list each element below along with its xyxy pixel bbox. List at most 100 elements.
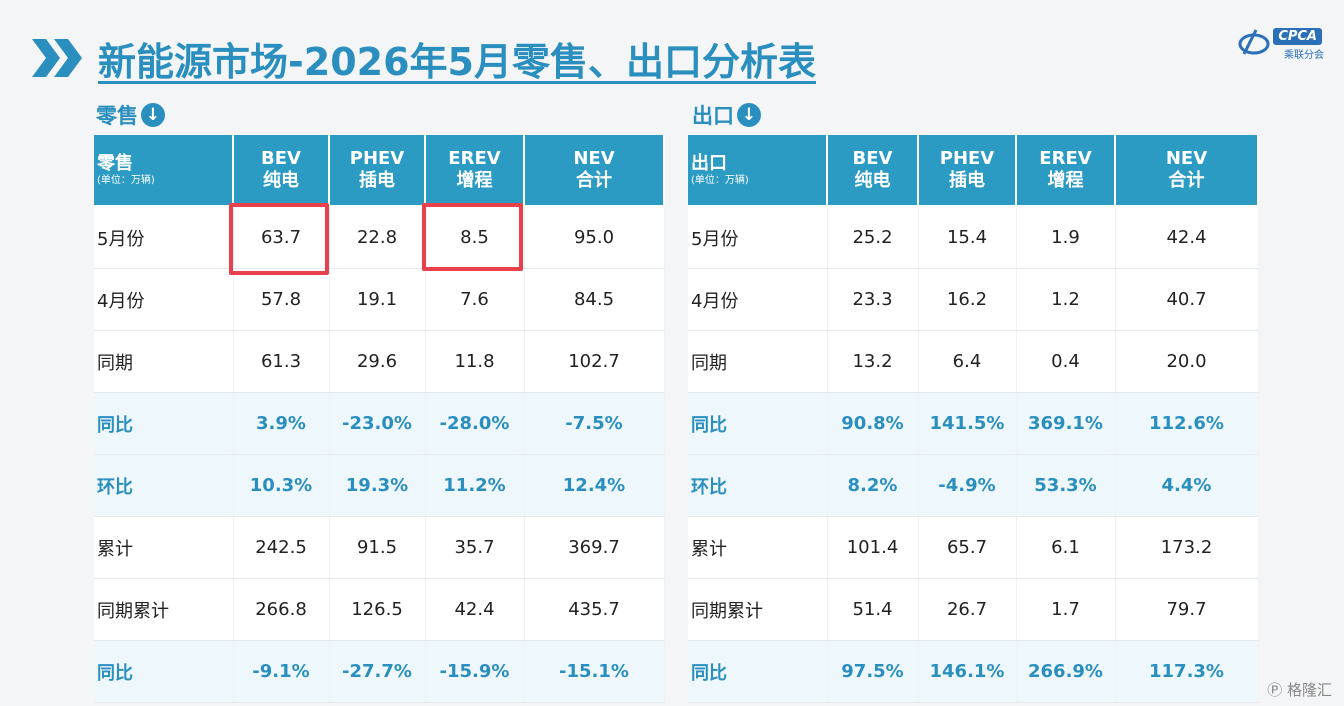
header-cell: EREV 增程: [425, 135, 525, 207]
row-label: 同比: [94, 640, 234, 703]
table-cell: 1.7: [1016, 578, 1116, 641]
row-label: 同期累计: [688, 578, 828, 641]
table-row: 5月份 25.2 15.4 1.9 42.4: [688, 206, 1259, 269]
row-label: 同比: [688, 640, 828, 703]
table-cell: -7.5%: [524, 392, 665, 455]
table-header-row: 出口 (单位：万辆) BEV 纯电 PHEV 插电 EREV 增程 NEV 合计: [688, 135, 1259, 207]
table-cell: 63.7: [233, 206, 330, 269]
table-cell: 22.8: [329, 206, 426, 269]
table-cell: 95.0: [524, 206, 665, 269]
down-arrow-circle-icon: ↓: [737, 103, 761, 127]
table-cell: -23.0%: [329, 392, 426, 455]
row-label: 累计: [688, 516, 828, 579]
header-cell: EREV 增程: [1016, 135, 1116, 207]
header-cell: NEV 合计: [524, 135, 665, 207]
table-cell: 369.1%: [1016, 392, 1116, 455]
header-cell: NEV 合计: [1115, 135, 1259, 207]
row-label: 4月份: [688, 268, 828, 331]
table-cell: 61.3: [233, 330, 330, 393]
title-bar: 新能源市场-2026年5月零售、出口分析表: [32, 30, 816, 86]
table-cell: -15.1%: [524, 640, 665, 703]
table-cell: 101.4: [827, 516, 919, 579]
export-table: 出口 (单位：万辆) BEV 纯电 PHEV 插电 EREV 增程 NEV 合计 5月份…: [688, 135, 1259, 703]
page-title: 新能源市场-2026年5月零售、出口分析表: [98, 39, 816, 84]
export-section-label: 出口 ↓: [692, 100, 761, 130]
table-cell: 10.3%: [233, 454, 330, 517]
header-cell: 零售 (单位：万辆): [94, 135, 234, 207]
table-cell: 146.1%: [918, 640, 1017, 703]
row-label: 环比: [94, 454, 234, 517]
table-cell: 1.2: [1016, 268, 1116, 331]
retail-table: 零售 (单位：万辆) BEV 纯电 PHEV 插电 EREV 增程 NEV 合计 5月份…: [94, 135, 665, 703]
table-row: 同期 13.2 6.4 0.4 20.0: [688, 330, 1259, 393]
row-label: 5月份: [94, 206, 234, 269]
table-cell: 112.6%: [1115, 392, 1259, 455]
table-cell: 97.5%: [827, 640, 919, 703]
table-cell: 42.4: [425, 578, 525, 641]
table-cell: 6.4: [918, 330, 1017, 393]
row-label: 同期: [688, 330, 828, 393]
table-cell: 8.2%: [827, 454, 919, 517]
highlight-box-erev: [422, 203, 523, 271]
table-cell: 117.3%: [1115, 640, 1259, 703]
table-cell: 53.3%: [1016, 454, 1116, 517]
header-cell: 出口 (单位：万辆): [688, 135, 828, 207]
table-cell: -9.1%: [233, 640, 330, 703]
table-header-row: 零售 (单位：万辆) BEV 纯电 PHEV 插电 EREV 增程 NEV 合计: [94, 135, 665, 207]
table-cell: 4.4%: [1115, 454, 1259, 517]
table-cell: 0.4: [1016, 330, 1116, 393]
table-row: 同期累计 266.8 126.5 42.4 435.7: [94, 578, 665, 641]
header-cell: PHEV 插电: [918, 135, 1017, 207]
logo-subtitle: 乘联分会: [1284, 50, 1324, 61]
table-cell: 90.8%: [827, 392, 919, 455]
table-row: 同期 61.3 29.6 11.8 102.7: [94, 330, 665, 393]
table-cell: 26.7: [918, 578, 1017, 641]
table-cell: 42.4: [1115, 206, 1259, 269]
table-cell: 369.7: [524, 516, 665, 579]
table-row-highlight: 同比 90.8% 141.5% 369.1% 112.6%: [688, 392, 1259, 455]
table-cell: 1.9: [1016, 206, 1116, 269]
row-label: 4月份: [94, 268, 234, 331]
table-row: 同期累计 51.4 26.7 1.7 79.7: [688, 578, 1259, 641]
table-cell: 29.6: [329, 330, 426, 393]
logo-text: CPCA: [1273, 28, 1322, 45]
table-cell: -27.7%: [329, 640, 426, 703]
table-cell: 173.2: [1115, 516, 1259, 579]
table-row: 4月份 57.8 19.1 7.6 84.5: [94, 268, 665, 331]
row-label: 同期累计: [94, 578, 234, 641]
table-cell: -28.0%: [425, 392, 525, 455]
table-cell: 57.8: [233, 268, 330, 331]
table-cell: 35.7: [425, 516, 525, 579]
row-label: 同期: [94, 330, 234, 393]
header-cell: PHEV 插电: [329, 135, 426, 207]
table-cell: -15.9%: [425, 640, 525, 703]
retail-section-label: 零售 ↓: [96, 100, 165, 130]
table-cell: 51.4: [827, 578, 919, 641]
table-cell: 40.7: [1115, 268, 1259, 331]
table-cell: 266.8: [233, 578, 330, 641]
table-cell: 242.5: [233, 516, 330, 579]
table-cell: 102.7: [524, 330, 665, 393]
table-row: 5月份 63.7 22.8 8.5 95.0: [94, 206, 665, 269]
table-cell: 7.6: [425, 268, 525, 331]
table-cell: 79.7: [1115, 578, 1259, 641]
table-row-highlight: 环比 10.3% 19.3% 11.2% 12.4%: [94, 454, 665, 517]
table-row-highlight: 同比 97.5% 146.1% 266.9% 117.3%: [688, 640, 1259, 703]
row-label: 同比: [94, 392, 234, 455]
table-cell: 23.3: [827, 268, 919, 331]
table-cell: 12.4%: [524, 454, 665, 517]
corner-watermark: Ⓟ 格隆汇: [1267, 681, 1332, 699]
table-cell: 141.5%: [918, 392, 1017, 455]
table-cell: 435.7: [524, 578, 665, 641]
table-cell: 15.4: [918, 206, 1017, 269]
table-cell: 91.5: [329, 516, 426, 579]
highlight-box-bev: [229, 203, 329, 275]
row-label: 同比: [688, 392, 828, 455]
table-cell: 19.1: [329, 268, 426, 331]
table-row: 累计 242.5 91.5 35.7 369.7: [94, 516, 665, 579]
row-label: 累计: [94, 516, 234, 579]
table-cell: 25.2: [827, 206, 919, 269]
table-cell: 13.2: [827, 330, 919, 393]
table-cell: 126.5: [329, 578, 426, 641]
row-label: 环比: [688, 454, 828, 517]
